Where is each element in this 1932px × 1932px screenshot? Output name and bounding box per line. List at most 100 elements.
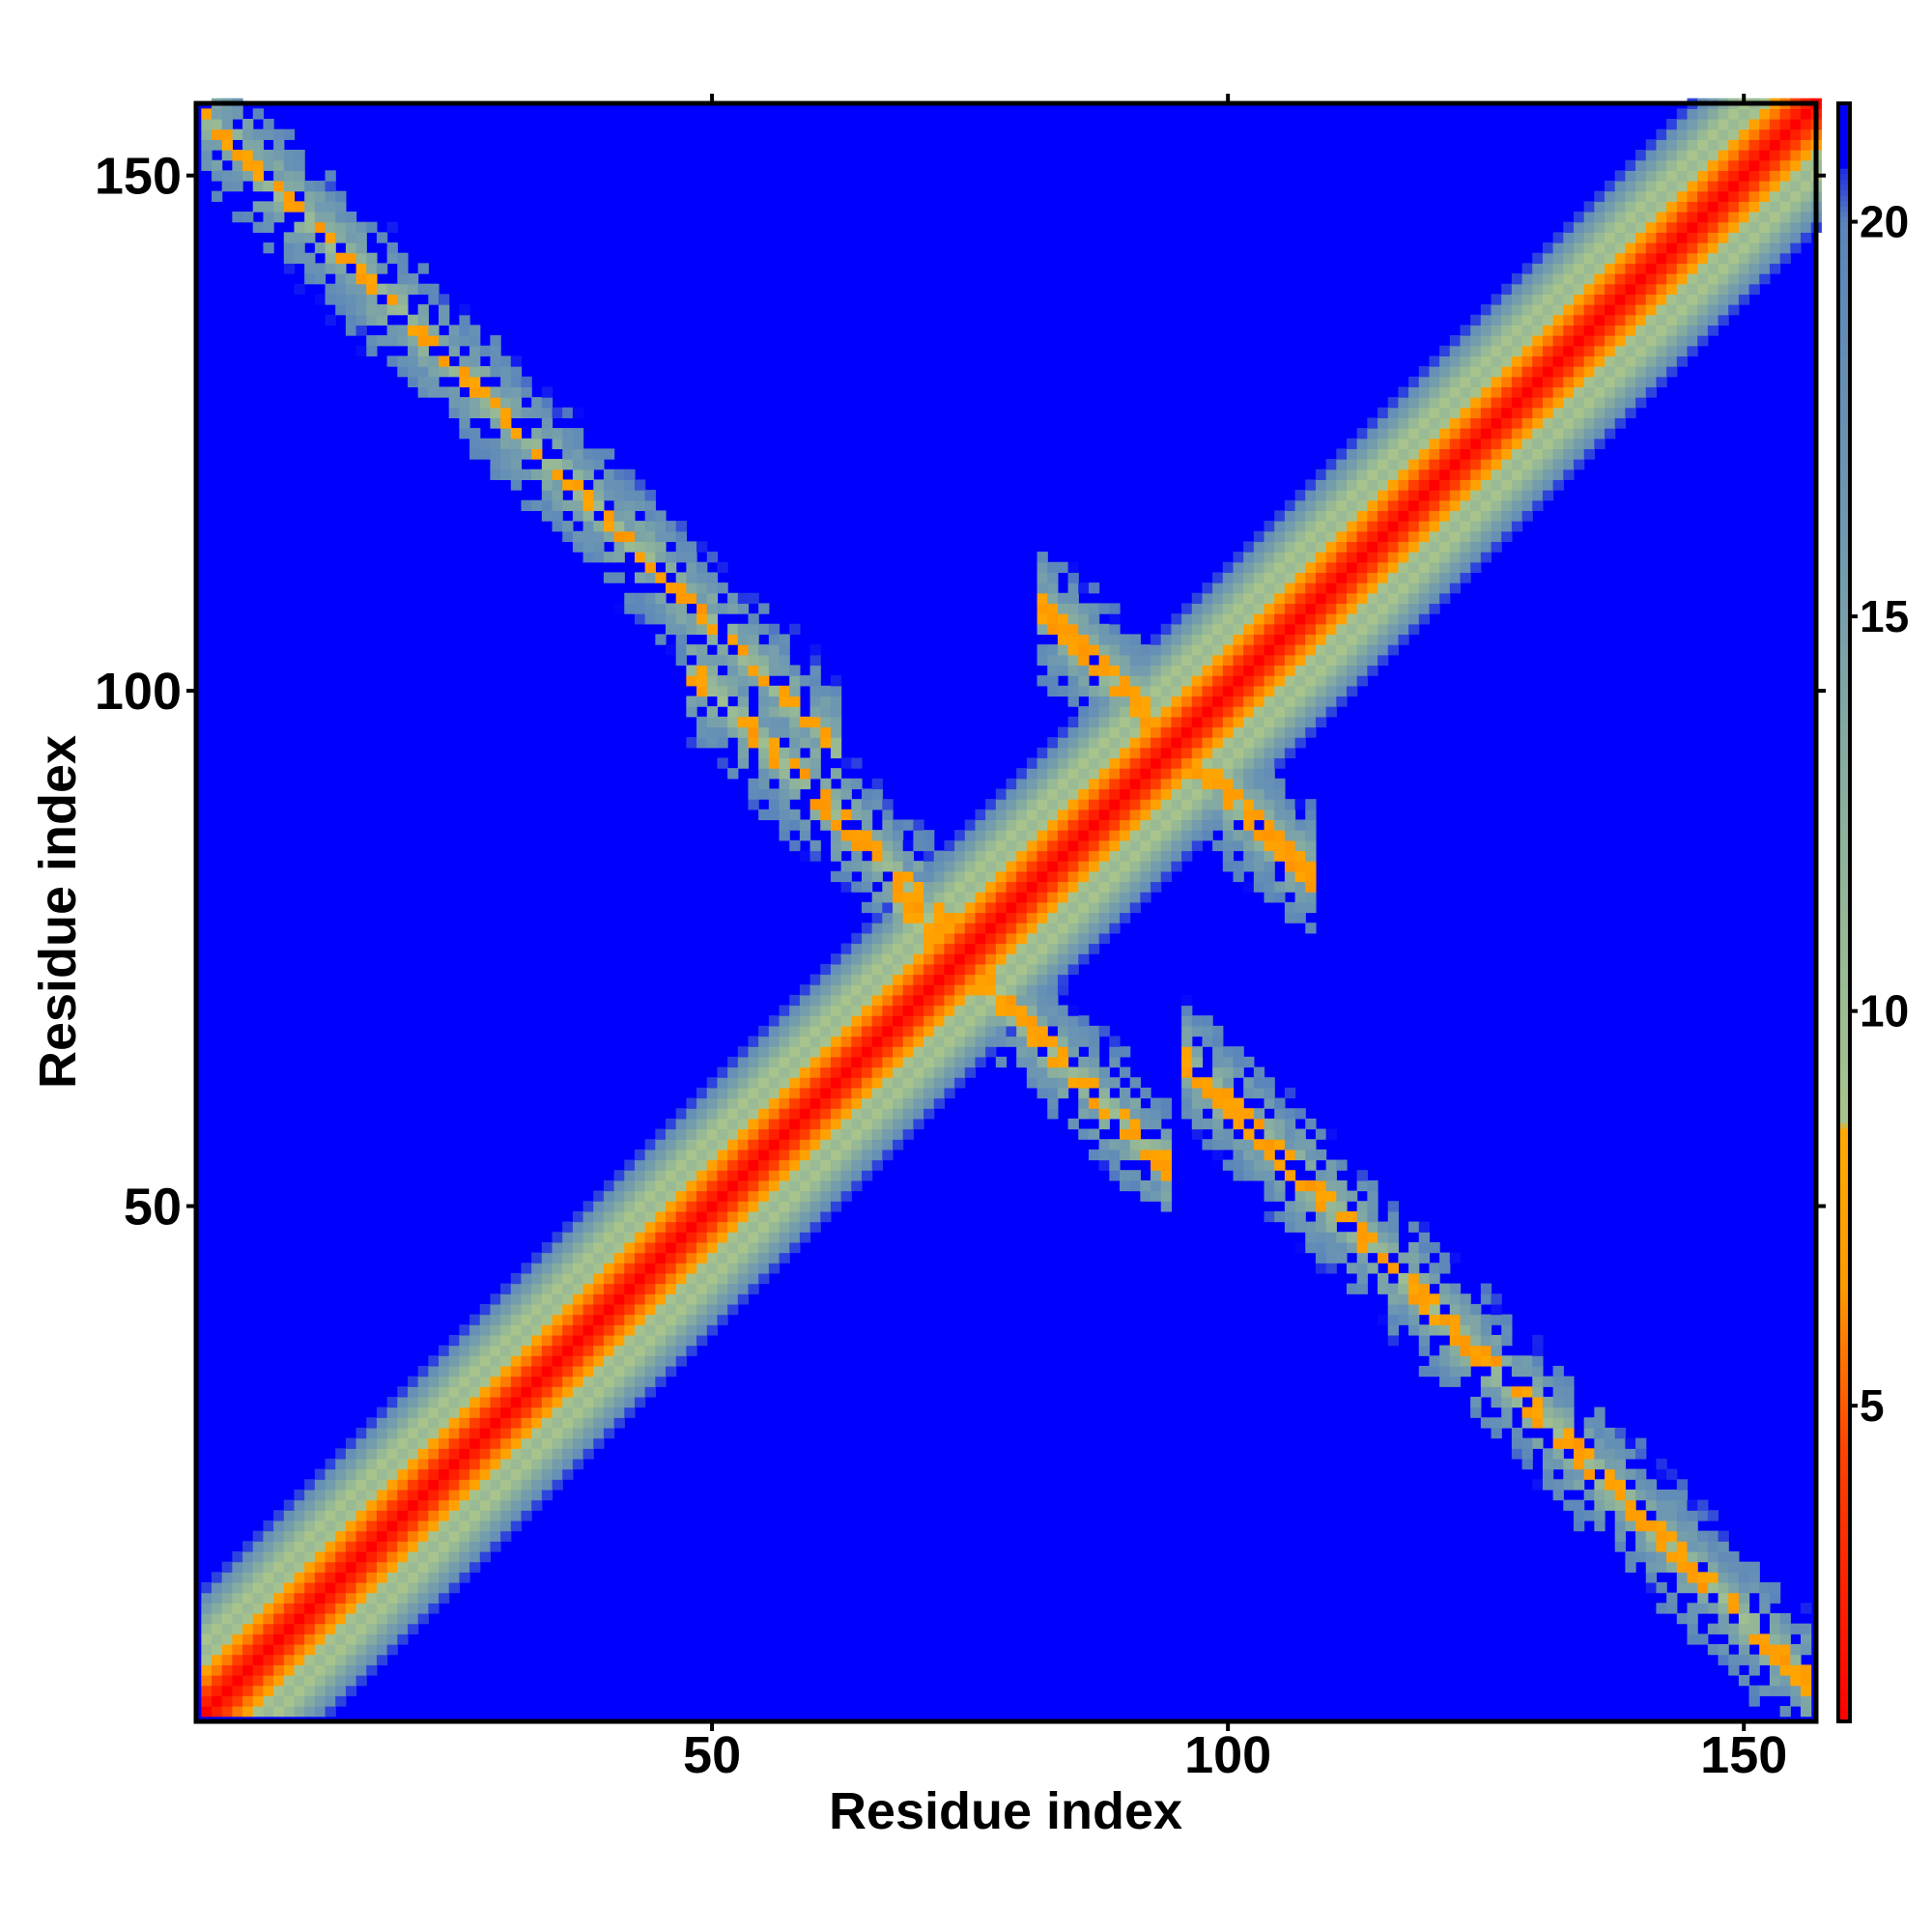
heatmap-cell <box>748 1263 759 1274</box>
heatmap-cell <box>603 1252 615 1264</box>
heatmap-cell <box>1140 716 1151 728</box>
heatmap-cell <box>1253 1170 1265 1181</box>
heatmap-cell <box>737 1263 750 1274</box>
heatmap-cell <box>1336 552 1348 563</box>
heatmap-cell <box>273 170 285 182</box>
heatmap-cell <box>1408 417 1420 429</box>
heatmap-cell <box>1563 1396 1575 1408</box>
heatmap-cell <box>1120 1087 1131 1099</box>
heatmap-cell <box>1480 469 1492 481</box>
heatmap-cell <box>1129 778 1141 790</box>
heatmap-cell <box>954 861 966 872</box>
heatmap-cell <box>779 1210 790 1223</box>
heatmap-cell <box>252 201 265 213</box>
heatmap-cell <box>283 1623 296 1634</box>
heatmap-cell <box>366 345 378 356</box>
heatmap-cell <box>1501 417 1513 429</box>
heatmap-cell <box>954 932 966 945</box>
heatmap-cell <box>1418 1365 1431 1378</box>
heatmap-cell <box>1284 1087 1296 1099</box>
heatmap-cell <box>572 1252 584 1264</box>
heatmap-cell <box>1645 1479 1658 1491</box>
heatmap-cell <box>820 799 832 810</box>
heatmap-cell <box>541 1345 554 1356</box>
heatmap-cell <box>1243 541 1255 553</box>
heatmap-cell <box>1583 1417 1595 1429</box>
heatmap-cell <box>696 1283 708 1294</box>
heatmap-cell <box>1470 459 1482 470</box>
heatmap-cell <box>830 994 842 1007</box>
heatmap-cell <box>1346 521 1358 532</box>
heatmap-cell <box>1160 716 1172 728</box>
heatmap-cell <box>1563 1427 1575 1439</box>
heatmap-cell <box>944 963 955 976</box>
heatmap-cell <box>1656 335 1667 347</box>
heatmap-cell <box>1532 283 1544 295</box>
heatmap-cell <box>1378 1283 1389 1294</box>
heatmap-cell <box>1274 716 1286 728</box>
heatmap-cell <box>799 984 811 996</box>
heatmap-cell <box>1645 232 1658 243</box>
heatmap-cell <box>1274 561 1286 574</box>
heatmap-cell <box>1057 613 1069 625</box>
heatmap-cell <box>1171 737 1182 749</box>
heatmap-cell <box>1336 572 1348 583</box>
heatmap-cell <box>655 613 667 625</box>
heatmap-cell <box>634 541 646 553</box>
heatmap-cell <box>386 1468 398 1480</box>
heatmap-cell <box>954 901 966 914</box>
heatmap-cell <box>1037 963 1048 976</box>
heatmap-cell <box>1047 768 1059 780</box>
heatmap-cell <box>572 407 584 418</box>
heatmap-cell <box>541 510 554 522</box>
heatmap-cell <box>706 1303 719 1316</box>
heatmap-cell <box>1233 696 1244 707</box>
heatmap-cell <box>1037 654 1048 667</box>
heatmap-cell <box>644 592 656 605</box>
heatmap-cell <box>696 1149 708 1161</box>
heatmap-cell <box>1057 788 1069 800</box>
heatmap-cell <box>562 479 574 491</box>
heatmap-cell <box>1532 1334 1544 1347</box>
heatmap-cell <box>644 499 656 512</box>
heatmap-cell <box>232 1572 243 1583</box>
heatmap-cell <box>737 696 750 707</box>
heatmap-cell <box>810 1210 821 1223</box>
heatmap-cell <box>789 1170 801 1181</box>
heatmap-cell <box>1449 397 1462 409</box>
heatmap-cell <box>355 304 367 316</box>
heatmap-cell <box>1191 839 1204 852</box>
heatmap-cell <box>500 1468 512 1480</box>
heatmap-cell <box>552 407 563 418</box>
heatmap-cell <box>779 1046 790 1058</box>
heatmap-cell <box>655 521 667 532</box>
heatmap-cell <box>490 1520 501 1532</box>
heatmap-cell <box>232 1674 243 1687</box>
heatmap-cell <box>1346 685 1358 697</box>
heatmap-cell <box>1006 943 1017 954</box>
heatmap-cell <box>1573 376 1585 387</box>
heatmap-cell <box>789 1179 801 1192</box>
heatmap-cell <box>1140 881 1151 893</box>
heatmap-cell <box>603 479 615 491</box>
heatmap-cell <box>1625 304 1636 316</box>
heatmap-cell <box>923 1046 935 1058</box>
heatmap-cell <box>1378 552 1389 563</box>
heatmap-cell <box>541 397 554 409</box>
heatmap-cell <box>1274 675 1286 687</box>
heatmap-cell <box>325 1664 336 1676</box>
heatmap-cell <box>304 1592 316 1604</box>
heatmap-cell <box>1521 1437 1533 1449</box>
heatmap-cell <box>376 1437 388 1449</box>
heatmap-cell <box>1563 376 1575 387</box>
heatmap-cell <box>355 1643 367 1656</box>
heatmap-cell <box>263 221 274 233</box>
heatmap-cell <box>913 984 924 996</box>
heatmap-cell <box>666 1201 677 1212</box>
heatmap-cell <box>768 696 781 707</box>
heatmap-cell <box>1491 1334 1502 1347</box>
heatmap-cell <box>1563 273 1575 285</box>
heatmap-cell <box>1356 1179 1368 1192</box>
heatmap-cell <box>1274 726 1286 738</box>
heatmap-cell <box>366 1612 378 1625</box>
